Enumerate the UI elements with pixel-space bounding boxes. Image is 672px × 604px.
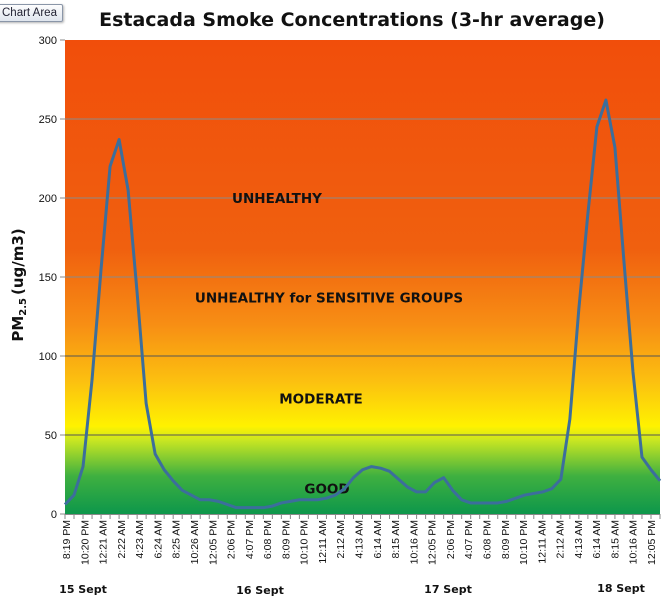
chart-area-tooltip: Chart Area <box>0 4 63 22</box>
date-label: 18 Sept <box>597 582 645 595</box>
y-tick-label: 50 <box>45 430 57 442</box>
x-tick-label: 2:06 PM <box>445 520 457 559</box>
y-tick-label: 0 <box>51 509 57 521</box>
x-tick-label: 2:12 AM <box>335 520 347 559</box>
zone-label: UNHEALTHY for SENSITIVE GROUPS <box>195 291 463 307</box>
x-tick-label: 10:16 AM <box>408 520 420 564</box>
x-tick-label: 4:23 AM <box>134 520 146 559</box>
x-tick-label: 12:05 PM <box>207 520 219 565</box>
x-tick-label: 10:20 PM <box>79 520 91 565</box>
zone-label: MODERATE <box>279 392 363 408</box>
y-tick-label: 200 <box>39 193 57 205</box>
x-tick-label: 8:09 PM <box>280 520 292 559</box>
y-tick-label: 300 <box>39 35 57 47</box>
x-tick-label: 6:24 AM <box>152 520 164 559</box>
x-tick-label: 4:13 AM <box>573 520 585 559</box>
x-tick-label: 10:16 AM <box>628 520 640 564</box>
x-tick-label: 10:10 PM <box>518 520 530 565</box>
date-label: 15 Sept <box>59 583 107 596</box>
x-tick-label: 8:19 PM <box>61 520 73 559</box>
x-tick-label: 10:10 PM <box>299 520 311 565</box>
date-label: 17 Sept <box>424 583 472 596</box>
y-axis-label: PM2.5(ug/m3) <box>9 228 29 341</box>
x-tick-label: 6:14 AM <box>372 520 384 559</box>
x-tick-label: 10:26 AM <box>189 520 201 564</box>
x-tick-label: 4:07 PM <box>463 520 475 559</box>
x-tick-label: 4:13 AM <box>354 520 366 559</box>
x-tick-label: 12:21 AM <box>98 520 110 564</box>
x-tick-label: 2:22 AM <box>116 520 128 559</box>
x-tick-label: 6:08 PM <box>262 520 274 559</box>
y-tick-label: 150 <box>39 272 57 284</box>
y-tick-label: 250 <box>39 114 57 126</box>
x-tick-label: 8:25 AM <box>171 520 183 559</box>
x-tick-label: 6:14 AM <box>591 520 603 559</box>
date-label: 16 Sept <box>236 584 284 597</box>
x-tick-label: 12:05 PM <box>427 520 439 565</box>
x-tick-label: 4:07 PM <box>244 520 256 559</box>
x-tick-label: 12:11 AM <box>536 520 548 564</box>
x-tick-label: 8:15 AM <box>609 520 621 559</box>
x-tick-label: 8:09 PM <box>500 520 512 559</box>
zone-label: UNHEALTHY <box>232 191 322 207</box>
pm25-series-line <box>63 98 662 510</box>
chart-title: Estacada Smoke Concentrations (3-hr aver… <box>99 9 605 31</box>
x-tick-label: 12:05 PM <box>646 520 658 565</box>
x-tick-label: 2:06 PM <box>226 520 238 559</box>
x-tick-label: 6:08 PM <box>481 520 493 559</box>
x-tick-label: 8:15 AM <box>390 520 402 559</box>
y-tick-label: 100 <box>39 351 57 363</box>
x-tick-label: 12:11 AM <box>317 520 329 564</box>
x-tick-label: 2:12 AM <box>555 520 567 559</box>
